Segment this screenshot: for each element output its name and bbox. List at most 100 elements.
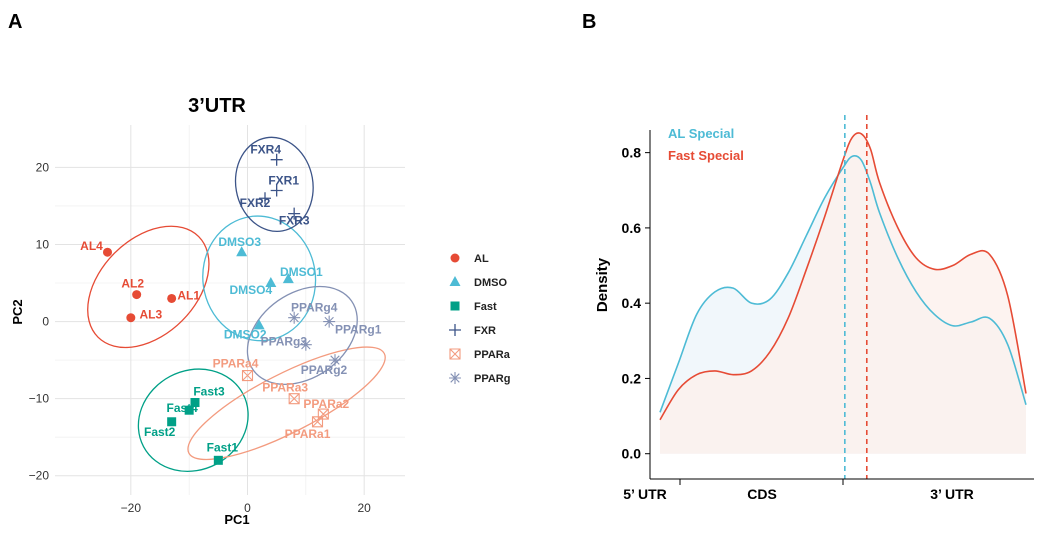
point-label-al4: AL4 (80, 239, 103, 253)
pca-y-tick-label: −10 (29, 392, 50, 406)
legend-marker-ppara (449, 348, 461, 360)
pca-y-tick-label: 0 (42, 315, 49, 329)
point-label-fxr3: FXR3 (279, 214, 310, 228)
density-region-label: 5’ UTR (623, 486, 667, 502)
point-label-fxr1: FXR1 (268, 174, 299, 188)
density-y-axis-label: Density (594, 257, 611, 312)
point-ppara3 (288, 393, 300, 405)
density-y-tick-label: 0.4 (622, 295, 642, 311)
density-lines (659, 132, 1027, 421)
pca-y-tick-label: 10 (36, 237, 50, 251)
point-ppara1 (311, 416, 324, 428)
point-fast2 (167, 417, 177, 427)
density-line-fast-special (659, 132, 1027, 421)
density-legend-al-special: AL Special (668, 126, 734, 141)
point-label-ppara4: PPARa4 (213, 357, 259, 371)
pca-x-axis-label: PC1 (224, 512, 249, 527)
pca-y-tick-label: −20 (29, 469, 50, 483)
point-label-ppara3: PPARa3 (262, 381, 308, 395)
density-region-label: CDS (747, 486, 777, 502)
point-label-dmso3: DMSO3 (218, 235, 261, 249)
density-y-tick-label: 0.6 (622, 220, 642, 236)
point-fxr1 (270, 184, 283, 197)
point-fxr2 (259, 192, 271, 205)
point-pparg1 (323, 315, 336, 328)
point-label-dmso1: DMSO1 (280, 265, 323, 279)
point-label-pparg1: PPARg1 (335, 323, 382, 337)
point-label-al1: AL1 (177, 288, 200, 302)
point-label-ppara2: PPARa2 (303, 397, 349, 411)
point-label-fast2: Fast2 (144, 425, 176, 439)
point-dmso2 (253, 319, 265, 330)
point-label-pparg3: PPARg3 (261, 335, 308, 349)
point-al2 (132, 290, 142, 300)
legend-marker-al (450, 253, 460, 263)
point-pparg3 (299, 338, 312, 351)
pca-y-axis-label: PC2 (10, 299, 25, 324)
pca-x-tick-label: 0 (244, 501, 251, 515)
point-label-fxr2: FXR2 (240, 196, 271, 210)
pca-points (103, 153, 341, 465)
point-fxr3 (288, 207, 301, 220)
density-legend: AL Special Fast Special (668, 126, 744, 163)
point-pparg2 (329, 354, 341, 367)
pca-point-labels: AL1 AL2 AL3 AL4 DMSO1 DMSO2 DMSO3 DMSO4 Fast1 Fas… (80, 143, 382, 455)
point-label-al2: AL2 (121, 277, 144, 291)
point-label-fast1: Fast1 (207, 440, 239, 454)
density-y-tick-label: 0.8 (622, 145, 642, 161)
point-label-al3: AL3 (139, 308, 162, 322)
pca-legend: AL DMSO Fast FXR PPARa PPARg (449, 253, 511, 385)
ellipse-dmso (202, 215, 317, 342)
pca-chart: 3’UTR AL1 AL2 AL3 AL4 DMSO1 DMSO2 DMSO3 DMSO4 Fa… (10, 95, 511, 527)
density-chart: 0.0 0.2 0.4 0.6 0.8 5’ UTR CDS 3’ UTR Density A… (594, 115, 1034, 502)
pca-x-tick-label: 20 (357, 501, 371, 515)
pca-plot-background (55, 125, 405, 495)
point-dmso3 (236, 246, 248, 257)
pca-x-tick-label: −20 (121, 501, 142, 515)
legend-label-ppara: PPARa (474, 349, 511, 361)
point-label-fast3: Fast3 (193, 385, 225, 399)
panel-a-letter: A (8, 11, 22, 33)
density-y-tick-label: 0.2 (622, 370, 642, 386)
point-al3 (126, 313, 136, 323)
point-fast1 (213, 455, 223, 465)
density-region-label: 3’ UTR (930, 486, 974, 502)
legend-marker-fast (450, 301, 460, 311)
density-y-tick-label: 0.0 (622, 446, 642, 462)
density-areas (660, 132, 1026, 454)
legend-label-pparg: PPARg (474, 373, 510, 385)
point-fxr4 (270, 153, 283, 166)
legend-marker-dmso (449, 276, 461, 286)
point-label-pparg4: PPARg4 (291, 301, 338, 315)
point-al1 (167, 293, 177, 303)
ellipse-pparg (246, 285, 358, 386)
point-label-dmso4: DMSO4 (229, 283, 272, 297)
point-fast3 (190, 398, 200, 407)
legend-marker-pparg (449, 372, 461, 384)
ellipse-al (87, 225, 210, 349)
point-ppara4 (241, 369, 254, 382)
legend-label-fast: Fast (474, 301, 497, 313)
ellipse-fxr (234, 136, 314, 233)
pca-title: 3’UTR (188, 95, 246, 117)
point-label-pparg2: PPARg2 (301, 363, 348, 377)
pca-y-tick-label: 20 (36, 160, 50, 174)
point-fast4 (184, 405, 194, 415)
point-label-fxr4: FXR4 (250, 143, 281, 157)
legend-label-fxr: FXR (474, 325, 496, 337)
point-label-dmso2: DMSO2 (224, 327, 267, 341)
point-pparg4 (288, 311, 301, 324)
density-mean-lines (844, 115, 868, 479)
point-ppara2 (317, 408, 329, 420)
ellipse-ppara (187, 346, 386, 461)
point-dmso4 (265, 277, 277, 288)
density-legend-fast-special: Fast Special (668, 148, 744, 163)
pca-axes: −20 0 20 −20 −10 0 10 20 (29, 160, 372, 515)
point-dmso1 (282, 273, 294, 284)
density-area-fast-special (660, 132, 1026, 454)
pca-gridlines (55, 125, 405, 495)
point-label-ppara1: PPARa1 (285, 427, 331, 441)
density-line-al-special (659, 155, 1027, 413)
density-axes: 0.0 0.2 0.4 0.6 0.8 5’ UTR CDS 3’ UTR (622, 130, 1034, 502)
